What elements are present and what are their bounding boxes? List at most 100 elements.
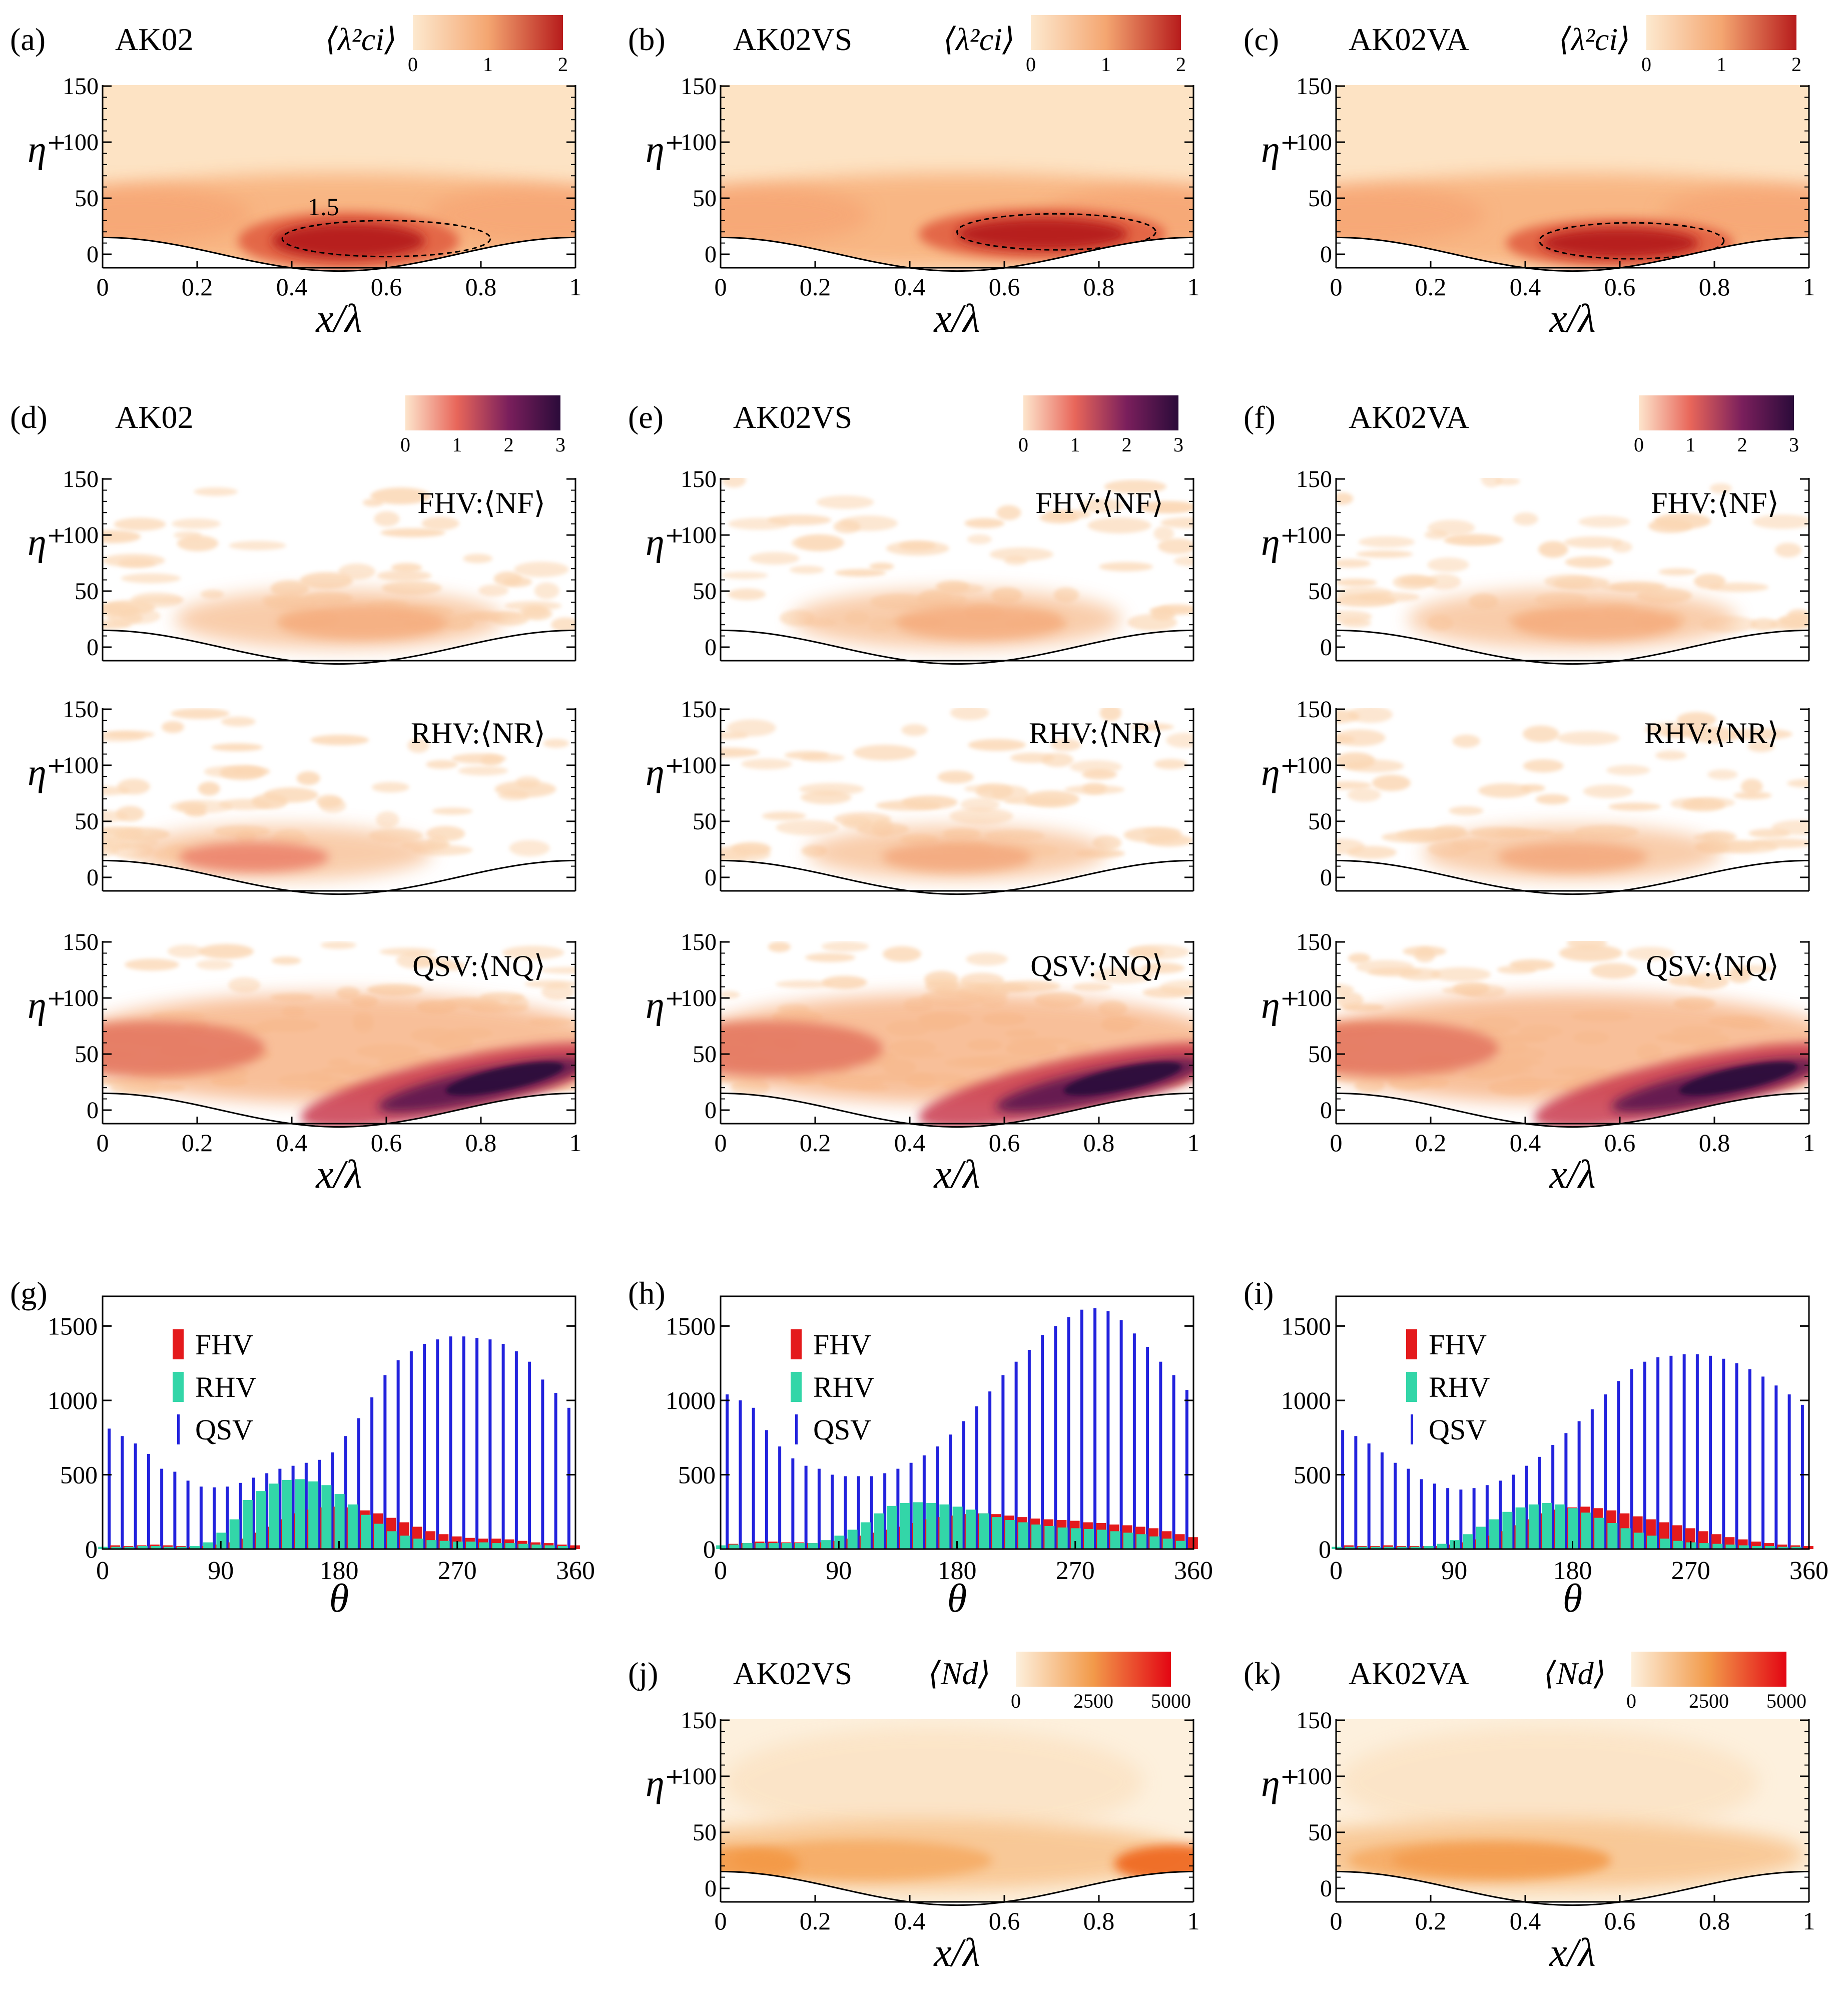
- density-blob: [1663, 728, 1694, 738]
- density-blob: [1707, 769, 1738, 780]
- bar-qsv: [1459, 1489, 1463, 1549]
- legend-rhv: RHV: [1429, 1371, 1490, 1403]
- bar-qsv: [134, 1443, 137, 1549]
- case-title: AK02VS: [733, 399, 852, 435]
- panel-c-xtick-label: 0.2: [1415, 273, 1447, 301]
- density-blob: [1679, 1062, 1797, 1096]
- bar-qsv: [1748, 1369, 1751, 1549]
- case-title: AK02VA: [1349, 22, 1469, 57]
- bar-qsv: [870, 1476, 873, 1549]
- density-blob: [721, 1021, 883, 1076]
- density-blob: [1358, 536, 1415, 548]
- bar-rhv: [190, 1546, 200, 1549]
- panel-d-qsv-xlabel: x/λ: [315, 1153, 362, 1197]
- bar-qsv: [304, 1462, 308, 1549]
- density-blob: [1393, 574, 1432, 590]
- density-blob: [376, 811, 399, 828]
- bar-rhv: [1778, 1547, 1788, 1549]
- density-blob: [1648, 519, 1693, 533]
- colorbar-lambda-tick: 2: [1176, 53, 1186, 76]
- ytick-label: 1000: [666, 1386, 716, 1414]
- panel-k-ytick-label: 50: [1308, 1819, 1332, 1846]
- density-blob: [966, 952, 1008, 966]
- panel-c-xlabel: x/λ: [1549, 297, 1595, 341]
- panel-f-fhv-ytick-label: 100: [1296, 522, 1332, 549]
- density-blob: [103, 530, 141, 544]
- panel-label: (i): [1244, 1275, 1274, 1311]
- bar-rhv: [137, 1546, 148, 1549]
- panel-e-qsv-ytick-label: 100: [681, 985, 717, 1012]
- density-blob: [421, 517, 459, 531]
- density-blob: [509, 840, 550, 856]
- heatmap-k: [1336, 1719, 1809, 1902]
- density-blob: [1336, 781, 1372, 790]
- wall-profile: [102, 236, 576, 272]
- bar-rhv: [1175, 1541, 1186, 1549]
- panel-e-qsv-xtick-label: 0.4: [894, 1129, 926, 1157]
- panel-b-ytick-label: 100: [681, 129, 717, 156]
- colorbar-nd-tick: 5000: [1151, 1690, 1191, 1712]
- ytick-label: 0: [85, 1535, 98, 1563]
- panel-d-qsv-ytick-label: 0: [87, 1097, 99, 1124]
- contour-1.5: [1538, 222, 1725, 260]
- bar-rhv: [1358, 1547, 1368, 1549]
- xtick-label: 0: [1330, 1557, 1343, 1585]
- colorbar-density-tick: 3: [555, 433, 565, 456]
- density-blob: [721, 572, 768, 580]
- bar-rhv: [505, 1543, 515, 1549]
- density-blob: [173, 531, 202, 540]
- panel-j-ytick-label: 150: [681, 1707, 717, 1734]
- bar-qsv: [514, 1351, 518, 1549]
- sub-label-fhv: FHV:⟨NF⟩: [1035, 486, 1163, 520]
- bar-rhv: [1097, 1530, 1107, 1549]
- legend-swatch-qsv: [177, 1414, 180, 1444]
- density-blob: [1142, 987, 1193, 998]
- density-blob: [1541, 228, 1699, 258]
- bar-rhv: [518, 1544, 529, 1549]
- panel-j-xtick-label: 0: [715, 1907, 727, 1935]
- legend-fhv: FHV: [1429, 1328, 1487, 1361]
- colorbar-lambda: [413, 15, 563, 50]
- panel-d-qsv-ytick-label: 150: [63, 929, 99, 955]
- density-blob: [924, 970, 959, 988]
- panel-f-qsv-ylabel: η⁺: [1261, 984, 1300, 1026]
- bar-qsv: [1172, 1375, 1175, 1549]
- panel-d-qsv-xtick-label: 0.4: [276, 1129, 308, 1157]
- density-blob: [1157, 539, 1193, 554]
- density-blob: [1127, 946, 1164, 958]
- legend-swatch-fhv: [791, 1329, 802, 1359]
- density-blob: [768, 941, 791, 952]
- panel-e-fhv-ytick-label: 0: [705, 634, 717, 661]
- panel-d-qsv-xtick-label: 0.2: [182, 1129, 213, 1157]
- bar-qsv: [1643, 1361, 1646, 1549]
- legend-fhv: FHV: [813, 1328, 871, 1361]
- density-blob: [1733, 791, 1772, 800]
- panel-c: (c) AK02VA ⟨λ²ci⟩ 0 1 2 0 50 100 150 η⁺ 0 0.2 0.4 0.6 0…: [1244, 15, 1815, 341]
- bar-qsv: [528, 1361, 531, 1549]
- density-blob: [1114, 1844, 1193, 1883]
- density-blob: [445, 1062, 563, 1096]
- heatmap-d-qsv: [103, 941, 575, 1127]
- density-blob: [723, 1727, 1144, 1837]
- density-blob: [853, 745, 917, 761]
- density-blob: [882, 946, 922, 962]
- bar-rhv: [282, 1479, 292, 1549]
- bar-rhv: [755, 1543, 766, 1549]
- colorbar-density-tick: 1: [452, 433, 462, 456]
- heatmap-e-qsv: [721, 941, 1193, 1127]
- panel-b-xlabel: x/λ: [933, 297, 980, 341]
- panel-e-qsv-xtick-label: 0.6: [989, 1129, 1020, 1157]
- colorbar-lambda-tick: 1: [483, 53, 493, 76]
- bar-rhv: [1423, 1546, 1434, 1549]
- bar-rhv: [1515, 1507, 1526, 1549]
- density-blob: [1727, 728, 1792, 740]
- bar-rhv: [269, 1483, 279, 1549]
- bar-qsv: [1709, 1355, 1712, 1549]
- panel-e-qsv-ytick-label: 150: [681, 929, 717, 955]
- bar-rhv: [1791, 1547, 1801, 1549]
- panel-i: (i) 0 500 1000 1500 0 90 180 270 360 θ FHV RHV QSV: [1244, 1275, 1828, 1621]
- bar-qsv: [1800, 1404, 1804, 1549]
- density-blob: [540, 966, 575, 974]
- density-blob: [1399, 967, 1441, 981]
- panel-f-qsv-xtick-label: 0.8: [1699, 1129, 1730, 1157]
